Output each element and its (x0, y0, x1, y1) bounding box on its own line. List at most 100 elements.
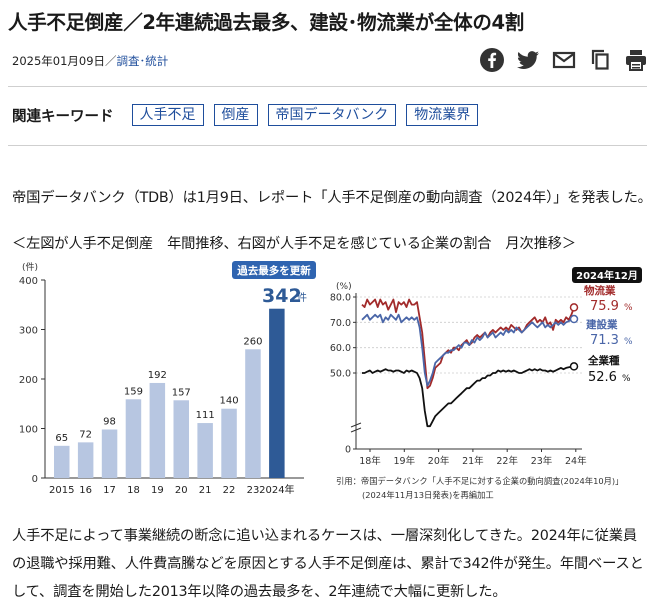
keyword-tag-teikoku-databank[interactable]: 帝国データバンク (267, 104, 397, 126)
bar-18 (125, 399, 142, 478)
intro-paragraph: 帝国データバンク（TDB）は1月9日、レポート「人手不足倒産の動向調査（2024… (12, 190, 652, 206)
bar-category-label: 21 (199, 485, 212, 496)
bar-y-tick-label: 200 (19, 375, 38, 386)
bar-20 (173, 400, 189, 478)
line-x-tick-label: 22年 (496, 455, 518, 467)
article-meta: 2025年01月09日／調査･統計 (12, 53, 168, 69)
bar-category-label: 22 (223, 485, 236, 496)
bar-category-label: 2024年 (259, 483, 294, 496)
source-line-2: (2024年11月13日発表)を再編加工 (362, 490, 494, 500)
bar-category-label: 16 (79, 485, 92, 496)
bar-21 (197, 423, 213, 478)
divider-keywords (8, 145, 647, 146)
line-x-tick-label: 24年 (565, 455, 587, 467)
twitter-icon[interactable] (515, 47, 541, 73)
bar-23 (245, 349, 261, 478)
line-logistics-endpoint (569, 303, 579, 312)
line-all-industries (362, 365, 575, 428)
highlight-value: 342 (262, 285, 302, 307)
article-title: 人手不足倒産／2年連続過去最多、建設･物流業が全体の4割 (8, 11, 524, 34)
bar-value-label: 98 (103, 416, 116, 427)
keyword-tag-bankruptcy[interactable]: 倒産 (213, 104, 258, 126)
bar-y-tick-label: 0 (32, 474, 38, 485)
bar-value-label: 65 (55, 433, 68, 444)
bar-category-label: 17 (103, 485, 116, 496)
facebook-icon[interactable] (479, 47, 505, 73)
bar-category-label: 2015 (49, 485, 74, 496)
line-y-tick-label: 60.0 (330, 343, 351, 354)
line-x-tick-label: 21年 (462, 455, 484, 467)
source-line-1: 引用：帝国データバンク「人手不足に対する企業の動向調査(2024年10月)」 (336, 476, 623, 486)
line-construction-endpoint (569, 314, 579, 324)
bar-y-tick-label: 100 (19, 425, 38, 436)
legend-all-name: 全業種 (587, 354, 620, 367)
bar-16 (77, 442, 94, 478)
labor-shortage-line-chart: 050.060.070.080.0 18年 19年 20年 21年 22年 23年 24年 … (330, 267, 642, 500)
legend-construction: 建設業 71.3 % (585, 318, 633, 348)
legend-all-unit: % (622, 374, 631, 384)
bar-value-label: 140 (220, 396, 239, 407)
bar-y-tick-label: 400 (19, 276, 38, 287)
line-y-tick-label: 0 (345, 445, 351, 456)
month-badge-text: 2024年12月 (576, 269, 638, 282)
bar-value-label: 72 (79, 429, 92, 440)
line-x-tick-label: 23年 (531, 455, 553, 467)
keyword-tag-labor-shortage[interactable]: 人手不足 (131, 104, 204, 126)
month-badge-bg (572, 267, 642, 283)
line-all-industries-endpoint (569, 362, 579, 371)
bar-22 (221, 408, 237, 478)
related-keywords: 関連キーワード 人手不足 倒産 帝国データバンク 物流業界 (12, 104, 479, 126)
bankruptcy-bar-chart: 0 100 200 300 400 65 72 98 159 192 157 111 140 260 2… (19, 261, 316, 496)
bar-2015 (54, 445, 70, 478)
record-badge-bg (232, 261, 316, 279)
legend-all-value: 52.6 (588, 370, 617, 385)
bar-value-label: 157 (172, 387, 191, 398)
line-y-tick-label: 80.0 (330, 293, 351, 304)
bar-category-label: 18 (127, 485, 140, 496)
keyword-tag-logistics[interactable]: 物流業界 (406, 104, 479, 126)
keywords-label: 関連キーワード (12, 108, 114, 125)
bar-chart-unit: (件) (22, 261, 38, 273)
legend-logistics-unit: % (624, 303, 633, 313)
bar-category-label: 23 (247, 485, 260, 496)
line-construction (361, 313, 575, 387)
bar-19 (149, 382, 166, 478)
bar-y-tick-label: 300 (19, 326, 38, 337)
highlight-unit: 件 (297, 292, 307, 304)
legend-construction-value: 71.3 (590, 333, 619, 348)
mail-icon[interactable] (551, 47, 577, 73)
bar-17 (101, 429, 118, 478)
bar-value-label: 192 (148, 370, 167, 381)
category-link[interactable]: 調査･統計 (116, 54, 169, 68)
line-chart-unit: (%) (336, 282, 352, 292)
divider-top (8, 86, 647, 87)
bar-category-label: 19 (151, 485, 164, 496)
print-icon[interactable] (623, 47, 649, 73)
line-x-tick-label: 19年 (394, 455, 416, 467)
copy-icon[interactable] (587, 47, 613, 73)
legend-logistics-name: 物流業 (584, 284, 616, 297)
figure-caption: ＜左図が人手不足倒産 年間推移、右図が人手不足を感じている企業の割合 月次推移＞ (12, 236, 576, 252)
share-toolbar (479, 47, 649, 73)
article-date: 2025年01月09日 (12, 54, 106, 68)
meta-separator: ／ (105, 54, 117, 68)
bar-value-label: 260 (243, 336, 262, 347)
line-logistics (361, 298, 575, 390)
axis-break-mark (350, 422, 362, 433)
legend-construction-unit: % (624, 337, 633, 347)
legend-construction-name: 建設業 (585, 318, 618, 331)
legend-logistics-value: 75.9 (590, 299, 619, 314)
bar-category-label: 20 (175, 485, 188, 496)
line-y-tick-label: 70.0 (330, 318, 351, 329)
record-badge-text: 過去最多を更新 (236, 264, 311, 277)
line-x-tick-label: 18年 (359, 455, 381, 467)
line-x-tick-label: 20年 (428, 455, 450, 467)
line-y-tick-label: 50.0 (330, 369, 351, 380)
legend-all-industries: 全業種 52.6 % (587, 354, 631, 385)
body-paragraph: 人手不足によって事業継続の断念に追い込まれるケースは、一層深刻化してきた。202… (12, 528, 644, 600)
legend-logistics: 物流業 75.9 % (584, 284, 633, 314)
bar-value-label: 111 (196, 410, 215, 421)
bar-2024年 (269, 308, 285, 478)
record-badge: 過去最多を更新 (232, 261, 316, 279)
month-badge: 2024年12月 (572, 267, 642, 283)
